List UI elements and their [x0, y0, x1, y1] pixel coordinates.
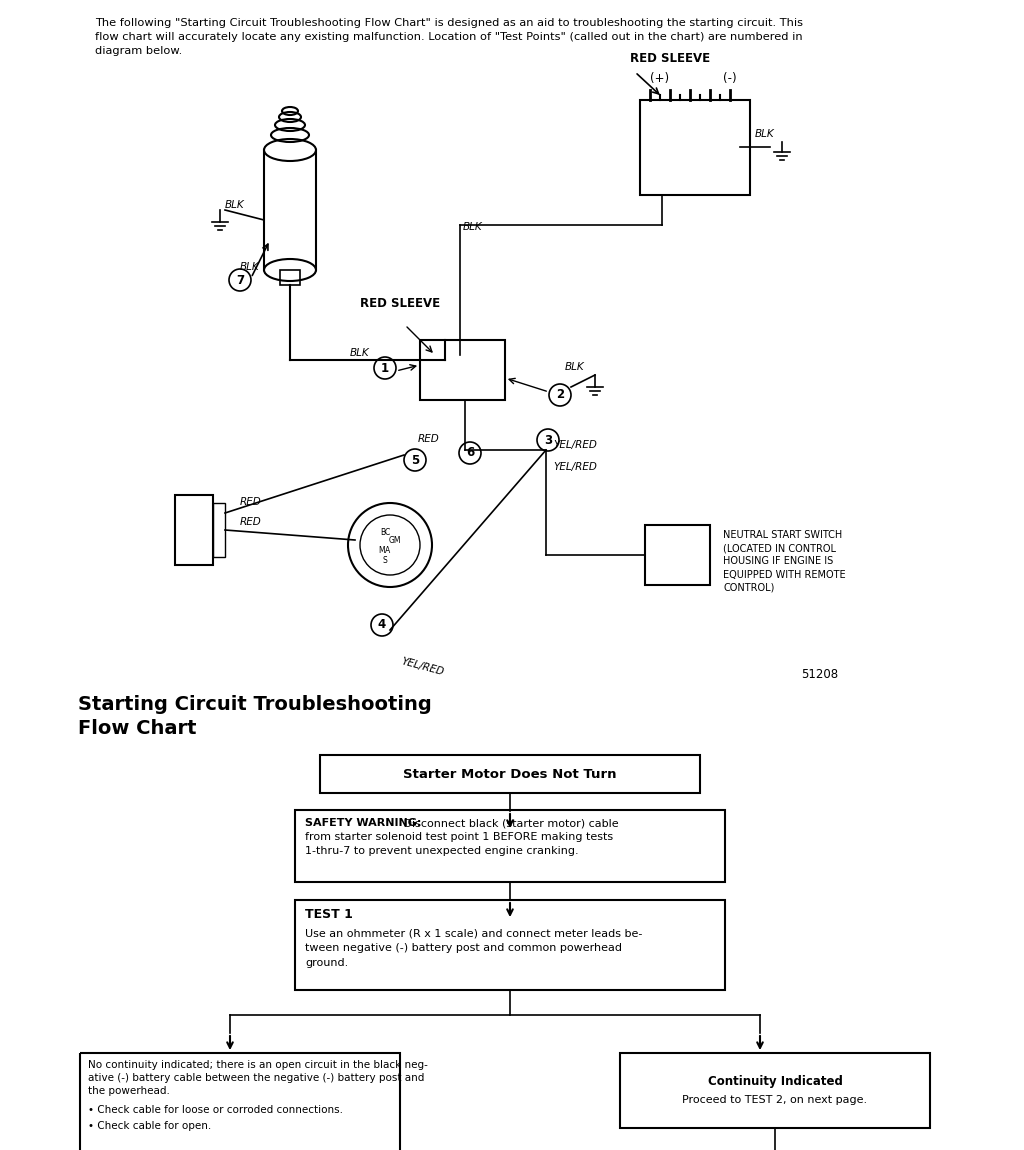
Text: BLK: BLK: [565, 362, 585, 371]
Text: 7: 7: [236, 274, 244, 286]
Circle shape: [537, 429, 559, 451]
Text: 1-thru-7 to prevent unexpected engine cranking.: 1-thru-7 to prevent unexpected engine cr…: [305, 846, 579, 856]
Text: (-): (-): [723, 72, 737, 85]
Circle shape: [459, 442, 481, 463]
Text: RED SLEEVE: RED SLEEVE: [360, 297, 440, 310]
Text: • Check cable for loose or corroded connections.: • Check cable for loose or corroded conn…: [88, 1105, 343, 1115]
Text: 5: 5: [411, 453, 419, 467]
Text: BC: BC: [380, 528, 390, 537]
Text: BLK: BLK: [755, 129, 774, 139]
Text: 1: 1: [381, 361, 389, 375]
Text: Starting Circuit Troubleshooting
Flow Chart: Starting Circuit Troubleshooting Flow Ch…: [78, 695, 432, 737]
Circle shape: [549, 384, 571, 406]
Text: No continuity indicated; there is an open circuit in the black neg-: No continuity indicated; there is an ope…: [88, 1060, 428, 1070]
Text: Continuity Indicated: Continuity Indicated: [708, 1075, 843, 1088]
Text: SAFETY WARNING:: SAFETY WARNING:: [305, 818, 421, 828]
Text: BLK: BLK: [463, 222, 482, 232]
Text: Use an ohmmeter (R x 1 scale) and connect meter leads be-: Use an ohmmeter (R x 1 scale) and connec…: [305, 928, 642, 938]
Text: The following "Starting Circuit Troubleshooting Flow Chart" is designed as an ai: The following "Starting Circuit Troubles…: [95, 18, 803, 56]
Text: ative (-) battery cable between the negative (-) battery post and: ative (-) battery cable between the nega…: [88, 1073, 424, 1083]
Text: tween negative (-) battery post and common powerhead: tween negative (-) battery post and comm…: [305, 943, 622, 953]
Text: M: M: [379, 546, 385, 555]
Text: Proceed to TEST 2, on next page.: Proceed to TEST 2, on next page.: [682, 1095, 867, 1105]
Text: GM: GM: [389, 536, 401, 545]
Text: • Check cable for open.: • Check cable for open.: [88, 1121, 211, 1130]
Circle shape: [360, 515, 420, 575]
Bar: [295, 900, 725, 990]
Bar: [319, 756, 700, 794]
Circle shape: [404, 448, 426, 471]
Bar: [640, 100, 750, 196]
Circle shape: [371, 614, 393, 636]
Text: YEL/RED: YEL/RED: [553, 462, 597, 471]
Text: NEUTRAL START SWITCH
(LOCATED IN CONTROL
HOUSING IF ENGINE IS
EQUIPPED WITH REMO: NEUTRAL START SWITCH (LOCATED IN CONTROL…: [723, 530, 846, 592]
Bar: [645, 526, 710, 585]
Bar: [213, 503, 225, 557]
Text: ground.: ground.: [305, 958, 348, 968]
Bar: [420, 340, 505, 400]
Text: 51208: 51208: [802, 668, 839, 681]
Text: BLK: BLK: [225, 200, 245, 210]
Text: RED: RED: [240, 497, 262, 507]
Text: YEL/RED: YEL/RED: [553, 440, 597, 450]
Text: A: A: [385, 546, 390, 555]
Text: BLK: BLK: [240, 262, 260, 273]
Text: 6: 6: [466, 446, 474, 460]
Text: the powerhead.: the powerhead.: [88, 1086, 170, 1096]
Circle shape: [374, 356, 396, 380]
Bar: [175, 494, 213, 565]
Text: Starter Motor Does Not Turn: Starter Motor Does Not Turn: [403, 767, 616, 781]
Circle shape: [348, 503, 432, 586]
Text: TEST 1: TEST 1: [305, 908, 353, 921]
Bar: [295, 810, 725, 882]
Bar: [80, 1053, 400, 1150]
Text: from starter solenoid test point 1 BEFORE making tests: from starter solenoid test point 1 BEFOR…: [305, 831, 613, 842]
Text: 2: 2: [556, 389, 564, 401]
Text: 4: 4: [378, 619, 386, 631]
Text: RED: RED: [418, 434, 439, 444]
Text: RED SLEEVE: RED SLEEVE: [630, 52, 710, 66]
Text: YEL/RED: YEL/RED: [400, 656, 445, 677]
Text: 3: 3: [544, 434, 552, 446]
Text: RED: RED: [240, 518, 262, 527]
Bar: [620, 1053, 930, 1128]
Circle shape: [229, 269, 251, 291]
Text: BLK: BLK: [350, 348, 370, 358]
Text: S: S: [383, 555, 387, 565]
Text: (+): (+): [650, 72, 670, 85]
Text: Disconnect black (starter motor) cable: Disconnect black (starter motor) cable: [400, 818, 618, 828]
Bar: [280, 270, 300, 285]
